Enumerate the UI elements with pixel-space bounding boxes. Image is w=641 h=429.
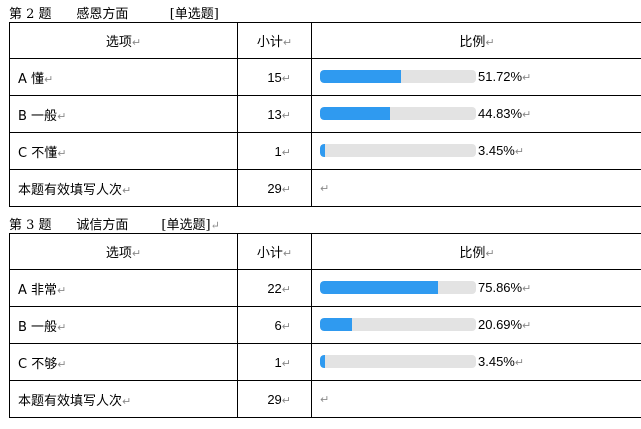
option-label: C 不懂↵ xyxy=(9,132,238,170)
total-ratio-empty: ↵ xyxy=(311,380,641,418)
option-count: 1↵ xyxy=(237,343,312,381)
option-count: 6↵ xyxy=(237,306,312,344)
question-type: [单选题] xyxy=(161,218,211,233)
percent-text: 20.69%↵ xyxy=(478,317,532,332)
header-ratio: 比例↵ xyxy=(311,233,641,270)
table-row: B 一般↵ 13↵ 44.83%↵ xyxy=(9,95,641,133)
progress-bar xyxy=(320,144,476,157)
option-count: 1↵ xyxy=(237,132,312,170)
option-count: 22↵ xyxy=(237,269,312,307)
progress-fill xyxy=(320,70,401,83)
total-row: 本题有效填写人次↵ 29↵ ↵ xyxy=(9,380,641,418)
header-option: 选项↵ xyxy=(9,22,238,59)
question-2-table: 选项↵ 小计↵ 比例↵ A 懂↵ 15↵ 51.72%↵ B 一般↵ 13↵ 4… xyxy=(9,22,641,207)
option-label: B 一般↵ xyxy=(9,95,238,133)
header-count: 小计↵ xyxy=(237,22,312,59)
table-row: B 一般↵ 6↵ 20.69%↵ xyxy=(9,306,641,344)
progress-fill xyxy=(320,107,390,120)
question-label: 第 3 题 xyxy=(9,218,52,233)
progress-bar xyxy=(320,318,476,331)
progress-bar xyxy=(320,107,476,120)
question-2-heading: 第 2 题 感恩方面 [单选题] xyxy=(9,3,219,22)
question-3-heading: 第 3 题 诚信方面 [单选题]↵ xyxy=(9,218,220,233)
table-row: C 不够↵ 1↵ 3.45%↵ xyxy=(9,343,641,381)
progress-fill xyxy=(320,355,326,368)
option-ratio: 3.45%↵ xyxy=(311,343,641,381)
option-label: C 不够↵ xyxy=(9,343,238,381)
header-ratio: 比例↵ xyxy=(311,22,641,59)
option-count: 13↵ xyxy=(237,95,312,133)
progress-bar xyxy=(320,281,476,294)
progress-fill xyxy=(320,144,326,157)
percent-text: 3.45%↵ xyxy=(478,143,525,158)
progress-bar xyxy=(320,70,476,83)
option-label: A 懂↵ xyxy=(9,58,238,96)
total-count: 29↵ xyxy=(237,169,312,207)
question-3-table: 选项↵ 小计↵ 比例↵ A 非常↵ 22↵ 75.86%↵ B 一般↵ 6↵ 2… xyxy=(9,233,641,418)
question-type: [单选题] xyxy=(169,7,219,22)
option-ratio: 75.86%↵ xyxy=(311,269,641,307)
progress-fill xyxy=(320,318,353,331)
percent-text: 3.45%↵ xyxy=(478,354,525,369)
percent-text: 75.86%↵ xyxy=(478,280,532,295)
table-row: A 懂↵ 15↵ 51.72%↵ xyxy=(9,58,641,96)
progress-bar xyxy=(320,355,476,368)
option-ratio: 3.45%↵ xyxy=(311,132,641,170)
total-ratio-empty: ↵ xyxy=(311,169,641,207)
option-count: 15↵ xyxy=(237,58,312,96)
table-header-row: 选项↵ 小计↵ 比例↵ xyxy=(9,22,641,59)
progress-fill xyxy=(320,281,439,294)
option-ratio: 20.69%↵ xyxy=(311,306,641,344)
header-count: 小计↵ xyxy=(237,233,312,270)
header-option: 选项↵ xyxy=(9,233,238,270)
total-count: 29↵ xyxy=(237,380,312,418)
question-topic: 感恩方面 xyxy=(76,7,129,22)
table-row: C 不懂↵ 1↵ 3.45%↵ xyxy=(9,132,641,170)
total-label: 本题有效填写人次↵ xyxy=(9,380,238,418)
percent-text: 44.83%↵ xyxy=(478,106,532,121)
option-label: A 非常↵ xyxy=(9,269,238,307)
question-label: 第 2 题 xyxy=(9,7,52,22)
option-ratio: 44.83%↵ xyxy=(311,95,641,133)
table-row: A 非常↵ 22↵ 75.86%↵ xyxy=(9,269,641,307)
table-header-row: 选项↵ 小计↵ 比例↵ xyxy=(9,233,641,270)
option-label: B 一般↵ xyxy=(9,306,238,344)
option-ratio: 51.72%↵ xyxy=(311,58,641,96)
total-row: 本题有效填写人次↵ 29↵ ↵ xyxy=(9,169,641,207)
question-topic: 诚信方面 xyxy=(76,218,129,233)
percent-text: 51.72%↵ xyxy=(478,69,532,84)
total-label: 本题有效填写人次↵ xyxy=(9,169,238,207)
